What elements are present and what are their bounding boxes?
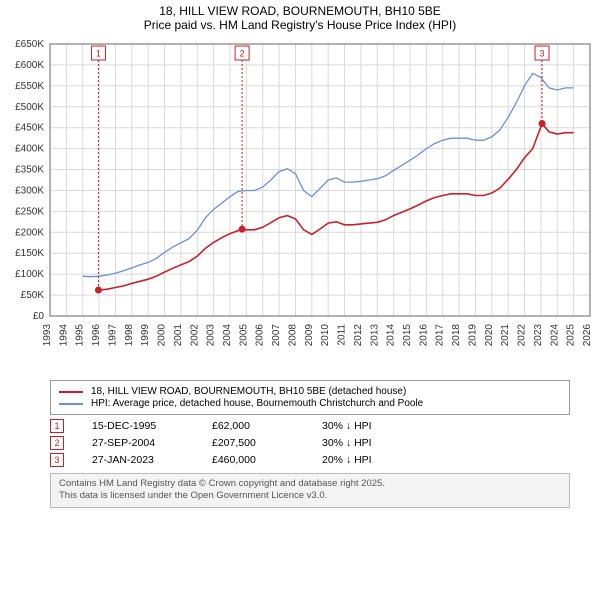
- x-tick-label: 2004: [222, 324, 233, 347]
- title-block: 18, HILL VIEW ROAD, BOURNEMOUTH, BH10 5B…: [0, 0, 600, 34]
- y-tick-label: £350K: [15, 165, 44, 176]
- sale-marker-badge: 1: [50, 419, 64, 433]
- x-tick-label: 2020: [484, 324, 495, 347]
- sale-marker-dot: [539, 120, 546, 127]
- legend-item: HPI: Average price, detached house, Bour…: [59, 398, 561, 409]
- sale-delta: 20% ↓ HPI: [322, 454, 432, 466]
- x-tick-label: 2022: [517, 324, 528, 347]
- sale-price: £62,000: [212, 420, 322, 432]
- x-tick-label: 2012: [353, 324, 364, 347]
- x-tick-label: 2003: [206, 324, 217, 347]
- chart-area: £0 £50K £100K £150K £200K £250K £300K £350K £400…: [0, 34, 600, 374]
- y-tick-label: £650K: [15, 39, 44, 50]
- sale-row: 1 15-DEC-1995£62,00030% ↓ HPI: [50, 419, 570, 433]
- x-tick-label: 1999: [140, 324, 151, 347]
- title-subtitle: Price paid vs. HM Land Registry's House …: [0, 18, 600, 32]
- legend-label: 18, HILL VIEW ROAD, BOURNEMOUTH, BH10 5B…: [91, 386, 406, 397]
- x-tick-label: 2023: [533, 324, 544, 347]
- x-tick-label: 2014: [386, 324, 397, 347]
- legend-label: HPI: Average price, detached house, Bour…: [91, 398, 423, 409]
- sale-marker-badge: 3: [50, 453, 64, 467]
- y-tick-label: £400K: [15, 144, 44, 155]
- x-tick-label: 2016: [418, 324, 429, 347]
- x-tick-label: 2007: [271, 324, 282, 347]
- x-tick-label: 1993: [42, 324, 53, 347]
- sale-delta: 30% ↓ HPI: [322, 437, 432, 449]
- x-tick-label: 1997: [107, 324, 118, 347]
- x-tick-label: 2018: [451, 324, 462, 347]
- sales-table: 1 15-DEC-1995£62,00030% ↓ HPI 2 27-SEP-2004…: [50, 419, 570, 467]
- x-tick-label: 1994: [58, 324, 69, 347]
- attribution-line1: Contains HM Land Registry data © Crown c…: [59, 478, 561, 490]
- x-tick-label: 2025: [566, 324, 577, 347]
- sale-row: 3 27-JAN-2023£460,00020% ↓ HPI: [50, 453, 570, 467]
- legend: 18, HILL VIEW ROAD, BOURNEMOUTH, BH10 5B…: [50, 380, 570, 415]
- y-tick-label: £600K: [15, 60, 44, 71]
- x-tick-label: 1996: [91, 324, 102, 347]
- attribution-line2: This data is licensed under the Open Gov…: [59, 490, 561, 502]
- x-tick-label: 2010: [320, 324, 331, 347]
- sale-date: 27-JAN-2023: [92, 454, 212, 466]
- sale-marker-number: 2: [240, 49, 245, 59]
- x-tick-label: 2005: [238, 324, 249, 347]
- x-tick-label: 2008: [287, 324, 298, 347]
- x-tick-label: 2002: [189, 324, 200, 347]
- line-chart-svg: £0 £50K £100K £150K £200K £250K £300K £350K £400…: [0, 34, 600, 374]
- y-tick-label: £550K: [15, 81, 44, 92]
- y-tick-label: £450K: [15, 123, 44, 134]
- sale-date: 27-SEP-2004: [92, 437, 212, 449]
- sale-delta: 30% ↓ HPI: [322, 420, 432, 432]
- attribution-box: Contains HM Land Registry data © Crown c…: [50, 473, 570, 508]
- title-address: 18, HILL VIEW ROAD, BOURNEMOUTH, BH10 5B…: [0, 4, 600, 18]
- x-tick-label: 2017: [435, 324, 446, 347]
- sale-marker-number: 3: [540, 49, 545, 59]
- sale-row: 2 27-SEP-2004£207,50030% ↓ HPI: [50, 436, 570, 450]
- x-tick-label: 2019: [467, 324, 478, 347]
- x-tick-label: 2024: [549, 324, 560, 347]
- x-tick-label: 1998: [124, 324, 135, 347]
- x-tick-label: 2015: [402, 324, 413, 347]
- x-tick-label: 2026: [582, 324, 593, 347]
- x-tick-label: 2009: [304, 324, 315, 347]
- sale-marker-dot: [239, 226, 246, 233]
- x-tick-label: 2001: [173, 324, 184, 347]
- x-tick-label: 2000: [157, 324, 168, 347]
- x-tick-label: 2021: [500, 324, 511, 347]
- sale-marker-badge: 2: [50, 436, 64, 450]
- sale-marker-dot: [95, 287, 102, 294]
- sale-date: 15-DEC-1995: [92, 420, 212, 432]
- sale-price: £207,500: [212, 437, 322, 449]
- y-tick-label: £500K: [15, 102, 44, 113]
- y-tick-label: £100K: [15, 269, 44, 280]
- x-tick-label: 2011: [337, 324, 348, 346]
- y-tick-label: £300K: [15, 185, 44, 196]
- y-tick-label: £0: [33, 311, 45, 322]
- x-tick-label: 2013: [369, 324, 380, 347]
- legend-swatch: [59, 403, 83, 405]
- y-tick-label: £250K: [15, 206, 44, 217]
- x-tick-label: 1995: [75, 324, 86, 347]
- legend-swatch: [59, 391, 83, 393]
- y-tick-label: £200K: [15, 227, 44, 238]
- y-tick-label: £50K: [21, 290, 45, 301]
- legend-item: 18, HILL VIEW ROAD, BOURNEMOUTH, BH10 5B…: [59, 386, 561, 397]
- chart-container: 18, HILL VIEW ROAD, BOURNEMOUTH, BH10 5B…: [0, 0, 600, 590]
- sale-price: £460,000: [212, 454, 322, 466]
- sale-marker-number: 1: [96, 49, 101, 59]
- x-tick-label: 2006: [255, 324, 266, 347]
- y-tick-label: £150K: [15, 248, 44, 259]
